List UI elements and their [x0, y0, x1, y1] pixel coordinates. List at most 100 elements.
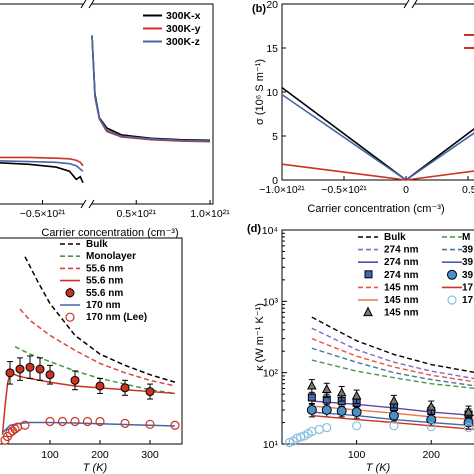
data-point [306, 404, 317, 415]
legend-swatch [447, 295, 457, 305]
data-point [307, 380, 317, 390]
legend-label: 55.6 nm [86, 288, 123, 299]
legend-label: 145 nm [384, 308, 419, 319]
data-point [145, 419, 155, 429]
series-line [311, 347, 474, 387]
data-point [351, 390, 362, 400]
legend-label: 145 nm [384, 295, 419, 306]
legend-label: 17 [462, 282, 474, 293]
y-tick-label: 5 [272, 131, 278, 143]
legend-swatch [363, 306, 373, 317]
data-point [95, 416, 105, 427]
axis-break-mark [403, 0, 410, 9]
axis-break-mark [88, 199, 95, 209]
axis-break-mark [80, 199, 87, 209]
data-point [389, 421, 399, 431]
series-line-300K-z [91, 35, 211, 142]
legend-label: Monolayer [86, 251, 136, 262]
series-line [311, 359, 474, 389]
series-line [19, 308, 176, 387]
series-line-300K-z [0, 160, 84, 172]
legend-label: 300K-y [166, 23, 201, 35]
legend-label: Bulk [86, 239, 108, 250]
series-line-300K-x [91, 35, 211, 142]
data-point [25, 362, 35, 372]
x-axis-label: Carrier concentration (cm⁻³) [307, 203, 444, 215]
y-tick-label: 10¹ [263, 439, 279, 451]
plot-frame [0, 237, 183, 445]
data-point [314, 424, 324, 435]
y-tick-label: 15 [266, 43, 278, 55]
data-point [321, 383, 332, 394]
x-axis-label: T (K) [366, 462, 391, 474]
data-point [120, 418, 130, 428]
data-point [351, 407, 362, 418]
data-point [70, 416, 80, 427]
data-point [70, 375, 80, 385]
series-line [281, 86, 474, 181]
legend-label: 39 [462, 257, 474, 268]
x-tick-label: 100 [41, 449, 59, 461]
data-point [45, 416, 55, 427]
data-point [15, 364, 25, 374]
x-tick-label: 300 [141, 449, 159, 461]
axis-break-gap [84, 0, 91, 8]
x-tick-label: −0.5×10²¹ [321, 184, 367, 196]
x-tick-label: 200 [91, 449, 109, 461]
panel-a: −0.5×10²¹ 0.5×10²¹ 1.0×10²¹ Carrier concent… [0, 0, 230, 239]
legend-label: 274 nm [384, 270, 419, 281]
panel-d: 10¹ 10² 10³ 10⁴ 100 200 T (K) κ (W m⁻¹ K⁻¹) (d) B… [247, 223, 474, 474]
series-line-300K-x [0, 162, 84, 184]
data-point [120, 383, 130, 393]
data-point [463, 417, 474, 428]
data-point [170, 420, 180, 430]
series-line [311, 327, 474, 380]
x-tick-label: 0.5 [462, 184, 474, 196]
data-point [426, 422, 436, 432]
panel-label: (d) [247, 223, 261, 235]
series-line [311, 316, 474, 374]
legend-swatch [364, 270, 373, 279]
legend-label: 300K-z [166, 36, 200, 48]
plot-frame [281, 229, 474, 445]
y-axis-label: κ (W m⁻¹ K⁻¹) [254, 303, 266, 371]
axis-break-gap [84, 200, 91, 208]
x-tick-label: 1.0×10²¹ [190, 208, 230, 220]
y-tick-label: 20 [266, 0, 278, 11]
series-line [311, 414, 474, 430]
data-point [95, 381, 105, 391]
legend-label: 55.6 nm [86, 263, 123, 274]
data-point [321, 404, 332, 415]
data-point [57, 416, 68, 427]
data-point [145, 387, 155, 397]
legend-label: 300K-x [166, 10, 201, 22]
y-tick-label: 10² [263, 368, 279, 380]
y-tick-label: 0 [272, 175, 278, 187]
panel-b: 0 5 10 15 20 −1.0×10²¹ −0.5×10²¹ 0 0.5 Carrier co… [252, 0, 474, 215]
legend-label: 274 nm [384, 245, 419, 256]
data-point [5, 368, 15, 378]
data-point [426, 414, 437, 425]
legend-label: 170 nm [86, 300, 121, 311]
x-tick-label: 0 [403, 184, 409, 196]
y-tick-label: 10 [266, 87, 278, 99]
series-line [281, 163, 474, 181]
y-axis-label: σ (10⁶ S m⁻¹) [254, 59, 266, 125]
data-point [336, 387, 347, 397]
x-axis-label: T (K) [83, 462, 108, 474]
data-point [45, 370, 55, 380]
legend-label: Bulk [384, 232, 406, 243]
data-point [10, 424, 20, 434]
data-point [82, 416, 93, 427]
axis-break-mark [80, 0, 87, 9]
plot-frame [0, 3, 214, 205]
x-tick-label: 200 [422, 449, 440, 461]
data-point [296, 432, 306, 442]
legend-label: 145 nm [384, 282, 419, 293]
series-line [311, 337, 474, 383]
x-axis-label: Carrier concentration (cm⁻³) [41, 227, 178, 239]
axis-break-mark [411, 0, 418, 9]
legend-swatch [65, 288, 75, 298]
axis-break-gap [407, 0, 414, 8]
data-point [20, 420, 30, 430]
